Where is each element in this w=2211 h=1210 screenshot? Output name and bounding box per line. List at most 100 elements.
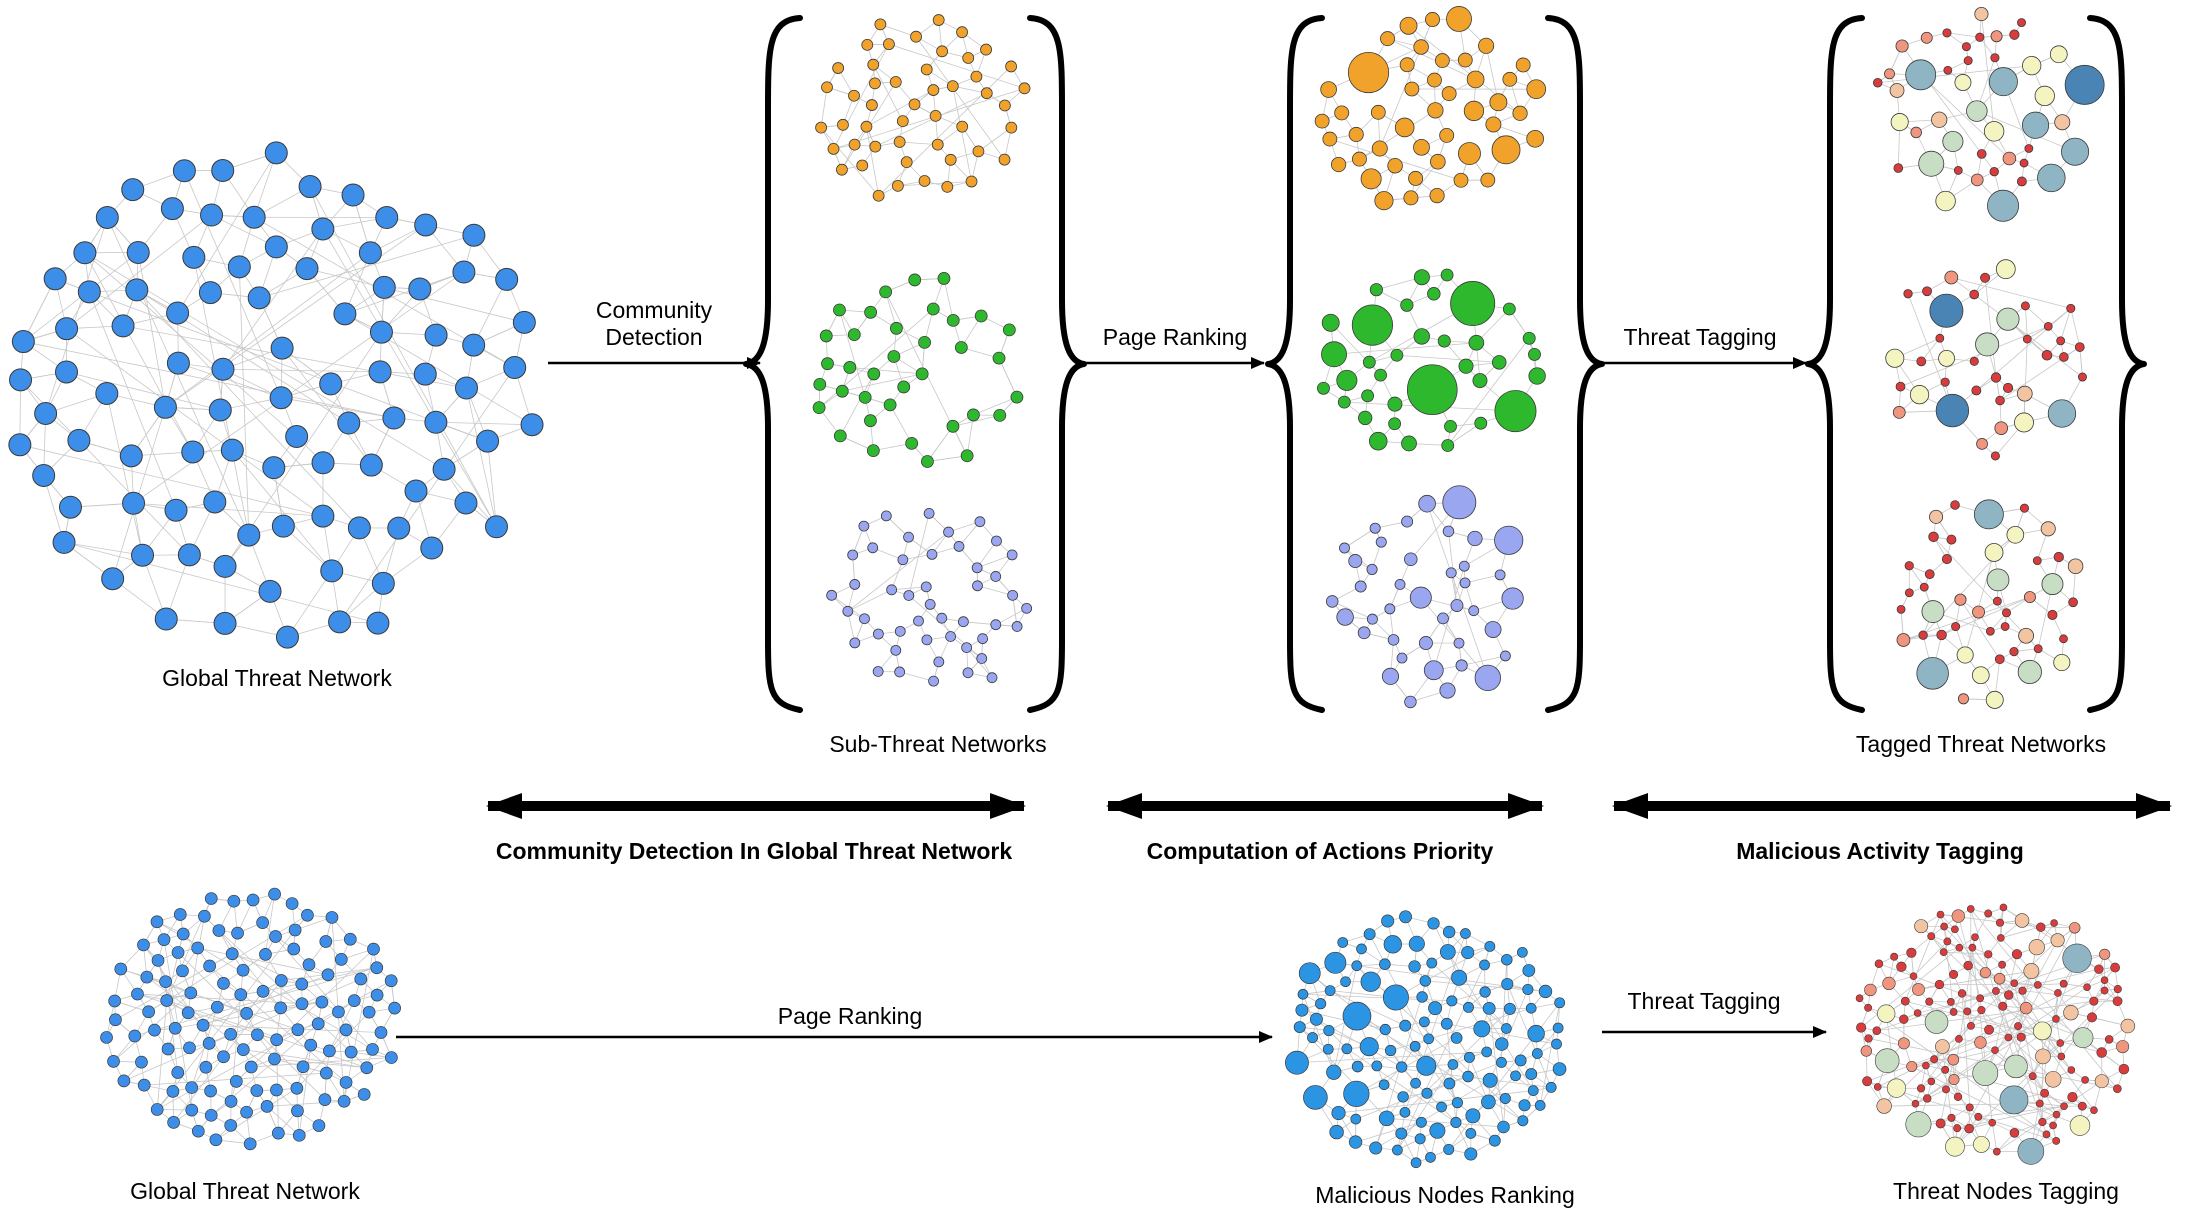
network-node xyxy=(274,1001,288,1015)
network-node xyxy=(1972,605,1986,619)
network-node xyxy=(183,1041,196,1055)
network-node xyxy=(1955,1035,1963,1043)
network-node xyxy=(1948,1074,1960,1086)
network-node xyxy=(1988,67,2018,97)
network-node xyxy=(337,1094,351,1108)
network-node xyxy=(503,355,527,379)
ranked-network-orange-graph xyxy=(1314,6,1547,211)
threat-nodes-tagging-label: Threat Nodes Tagging xyxy=(1893,1178,2119,1204)
network-node xyxy=(2100,986,2109,995)
network-node xyxy=(362,1005,376,1019)
network-node xyxy=(126,240,150,264)
network-node xyxy=(976,653,988,664)
network-node xyxy=(967,408,980,422)
network-node xyxy=(993,408,1007,422)
network-node xyxy=(1408,960,1421,973)
network-node xyxy=(1406,364,1458,415)
network-node xyxy=(231,926,244,940)
network-node xyxy=(1499,1092,1511,1104)
network-node xyxy=(2059,634,2068,644)
network-node xyxy=(2016,385,2033,402)
network-node xyxy=(462,223,486,247)
network-node xyxy=(2052,1110,2061,1119)
network-node xyxy=(2006,525,2025,544)
network-node xyxy=(1384,1044,1397,1057)
network-node xyxy=(1400,298,1414,312)
network-node xyxy=(2066,303,2076,313)
network-node xyxy=(1465,1128,1477,1139)
network-node xyxy=(813,377,827,391)
network-node xyxy=(918,335,931,349)
network-node xyxy=(367,942,380,956)
network-node xyxy=(1942,28,1952,38)
network-node xyxy=(1895,381,1906,392)
network-node xyxy=(1430,153,1446,170)
network-node xyxy=(137,938,150,952)
network-node xyxy=(1916,1084,1926,1093)
network-node xyxy=(1481,1046,1493,1058)
network-node xyxy=(1495,1037,1509,1051)
network-node xyxy=(1929,509,1944,524)
network-node xyxy=(1998,960,2006,969)
network-node xyxy=(203,959,216,973)
network-node xyxy=(1956,646,1974,664)
network-node xyxy=(185,1103,199,1117)
network-node xyxy=(1358,410,1373,426)
network-node xyxy=(2009,646,2019,657)
network-node xyxy=(121,178,145,202)
network-node xyxy=(1336,369,1358,391)
network-node xyxy=(224,1119,238,1132)
network-node xyxy=(1966,100,1988,122)
network-node xyxy=(1474,664,1501,692)
network-node xyxy=(2069,1115,2091,1136)
network-node xyxy=(856,159,869,172)
network-node xyxy=(2041,573,2064,596)
network-node xyxy=(95,205,119,229)
network-node xyxy=(274,974,288,987)
network-node xyxy=(1494,569,1506,581)
network-node xyxy=(2094,964,2104,974)
network-node xyxy=(1440,268,1454,282)
network-node xyxy=(360,1061,374,1075)
network-node xyxy=(1534,1100,1546,1111)
network-node xyxy=(1453,637,1465,649)
network-node xyxy=(166,1085,180,1098)
network-node xyxy=(153,395,177,419)
network-node xyxy=(213,554,237,578)
network-node xyxy=(1999,1085,2029,1115)
network-node xyxy=(288,923,302,937)
network-node xyxy=(1362,355,1376,369)
network-node xyxy=(2018,986,2027,995)
network-node xyxy=(95,381,119,405)
network-node xyxy=(1324,951,1347,974)
network-node xyxy=(181,440,205,464)
network-node xyxy=(250,1084,264,1097)
network-node xyxy=(2035,1048,2051,1065)
network-node xyxy=(2090,1106,2098,1114)
network-node xyxy=(520,413,544,437)
network-node xyxy=(217,977,230,990)
network-node xyxy=(339,1023,353,1037)
network-node xyxy=(256,985,270,998)
network-node xyxy=(1317,381,1330,395)
network-node xyxy=(908,98,921,111)
network-node xyxy=(1369,1141,1383,1155)
network-node xyxy=(1322,1043,1334,1055)
network-node xyxy=(1904,588,1914,598)
network-node xyxy=(1967,1021,1975,1030)
network-node xyxy=(1514,1054,1527,1067)
network-node xyxy=(1481,1094,1496,1110)
network-node xyxy=(1340,976,1351,988)
network-node xyxy=(1525,1002,1537,1014)
page-ranking-label-top: Page Ranking xyxy=(1102,324,1248,350)
network-node xyxy=(843,361,857,374)
right-brace-tagged xyxy=(2087,15,2147,713)
network-node xyxy=(160,994,174,1007)
network-node xyxy=(1425,1151,1436,1163)
network-node xyxy=(1361,389,1375,403)
network-node xyxy=(1877,1004,1896,1023)
network-node xyxy=(1882,976,1896,991)
sub-threat-networks-label: Sub-Threat Networks xyxy=(829,731,1047,757)
network-node xyxy=(1872,77,1883,88)
network-node xyxy=(2068,922,2081,934)
